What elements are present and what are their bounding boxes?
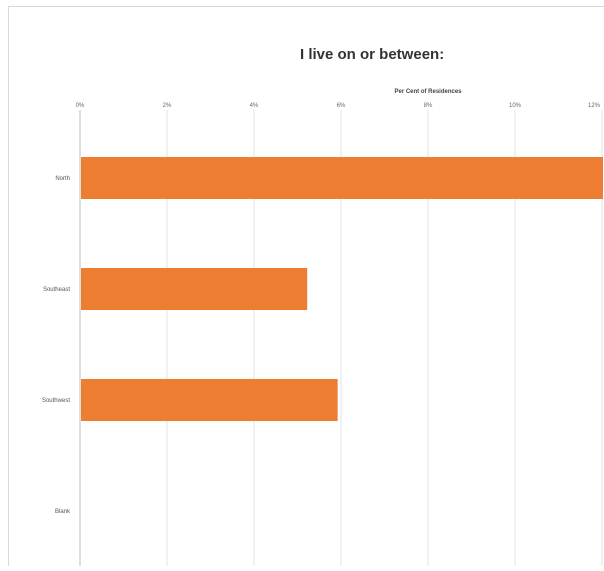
x-tick-label: 8% bbox=[424, 103, 433, 109]
bar-southwest bbox=[81, 379, 338, 421]
chart-title: I live on or between: bbox=[300, 46, 445, 63]
bars bbox=[81, 157, 603, 421]
x-tick-label: 10% bbox=[509, 103, 522, 109]
x-tick-label: 2% bbox=[163, 103, 172, 109]
x-axis-label: Per Cent of Residences bbox=[394, 89, 462, 95]
bar-southeast bbox=[81, 268, 308, 310]
x-tick-label: 12% bbox=[588, 103, 601, 109]
x-tick-label: 0% bbox=[76, 103, 85, 109]
category-label: Southwest bbox=[42, 398, 70, 404]
category-label: North bbox=[55, 176, 70, 182]
bar-north bbox=[81, 157, 603, 199]
category-labels: North Southeast Southwest Blank bbox=[42, 176, 71, 515]
chart-frame bbox=[8, 6, 604, 566]
category-label: Blank bbox=[55, 509, 71, 515]
x-tick-label: 4% bbox=[250, 103, 259, 109]
category-label: Southeast bbox=[43, 287, 70, 293]
x-tick-label: 6% bbox=[337, 103, 346, 109]
x-tick-labels: 0% 2% 4% 6% 8% 10% 12% bbox=[76, 103, 601, 109]
